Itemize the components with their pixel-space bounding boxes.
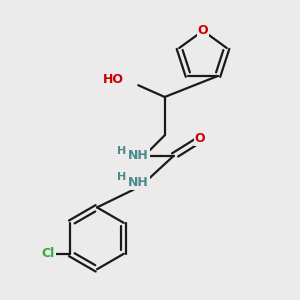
Text: H: H — [117, 172, 127, 182]
Text: O: O — [195, 132, 206, 145]
Text: O: O — [198, 24, 208, 37]
Text: H: H — [116, 146, 126, 156]
Text: NH: NH — [128, 149, 148, 162]
Text: NH: NH — [128, 176, 148, 189]
Text: Cl: Cl — [41, 247, 55, 260]
Text: HO: HO — [103, 73, 124, 86]
